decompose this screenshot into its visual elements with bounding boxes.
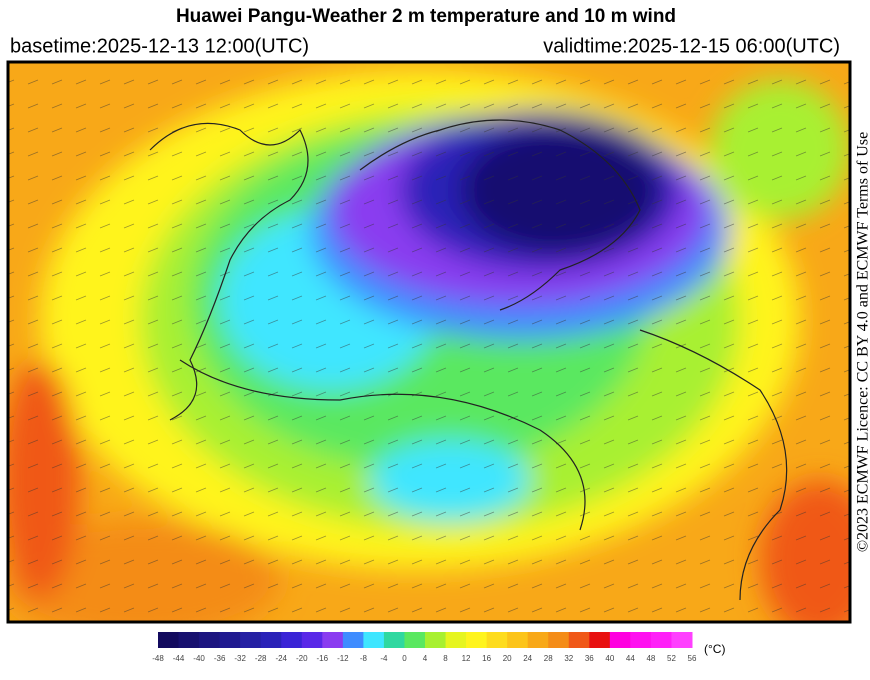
colorbar-tick-label: -28 xyxy=(255,654,267,663)
colorbar-tick-label: 4 xyxy=(423,654,428,663)
colorbar-tick-label: 28 xyxy=(544,654,553,663)
colorbar-segment xyxy=(548,632,570,648)
colorbar-segment xyxy=(383,632,405,648)
colorbar-segment xyxy=(507,632,529,648)
colorbar-tick-label: 40 xyxy=(605,654,614,663)
colorbar-segment xyxy=(466,632,488,648)
colorbar-segment xyxy=(404,632,426,648)
colorbar-tick-label: -44 xyxy=(173,654,185,663)
colorbar-tick-label: 20 xyxy=(503,654,512,663)
colorbar-segment xyxy=(281,632,303,648)
colorbar-segment xyxy=(609,632,631,648)
colorbar-segment xyxy=(158,632,180,648)
colorbar-segment xyxy=(342,632,364,648)
colorbar-tick-label: -36 xyxy=(214,654,226,663)
colorbar-segment xyxy=(630,632,652,648)
colorbar-tick-label: 16 xyxy=(482,654,491,663)
title: Huawei Pangu-Weather 2 m temperature and… xyxy=(176,6,676,27)
colorbar-segment xyxy=(445,632,467,648)
colorbar-segment xyxy=(486,632,508,648)
colorbar-tick-label: -16 xyxy=(317,654,329,663)
colorbar-tick-label: -12 xyxy=(337,654,349,663)
colorbar-segment xyxy=(178,632,200,648)
colorbar-segment xyxy=(199,632,221,648)
colorbar-tick-label: 8 xyxy=(443,654,448,663)
colorbar-segment xyxy=(650,632,672,648)
validtime: validtime:2025-12-15 06:00(UTC) xyxy=(543,35,840,57)
colorbar-tick-label: -40 xyxy=(193,654,205,663)
colorbar-segment xyxy=(527,632,549,648)
colorbar-segment xyxy=(322,632,344,648)
colorbar-segment xyxy=(260,632,282,648)
map-frame xyxy=(6,60,852,624)
colorbar-tick-label: 24 xyxy=(523,654,532,663)
colorbar-tick-label: -8 xyxy=(360,654,368,663)
colorbar-segment xyxy=(219,632,241,648)
map xyxy=(8,62,850,622)
colorbar-tick-label: 52 xyxy=(667,654,676,663)
colorbar-tick-label: 56 xyxy=(688,654,697,663)
colorbar-tick-label: 36 xyxy=(585,654,594,663)
colorbar-tick-label: 48 xyxy=(646,654,655,663)
colorbar-segment xyxy=(589,632,611,648)
colorbar-segment xyxy=(425,632,447,648)
colorbar-tick-label: -20 xyxy=(296,654,308,663)
colorbar-tick-label: 0 xyxy=(402,654,407,663)
colorbar-segment xyxy=(301,632,323,648)
colorbar-segment xyxy=(363,632,385,648)
basetime: basetime:2025-12-13 12:00(UTC) xyxy=(10,35,309,57)
colorbar-segment xyxy=(568,632,590,648)
colorbar-tick-label: -48 xyxy=(152,654,164,663)
colorbar-segment xyxy=(240,632,262,648)
license: ©2023 ECMWF Licence: CC BY 4.0 and ECMWF… xyxy=(855,132,870,552)
colorbar-tick-label: -24 xyxy=(275,654,287,663)
colorbar-segment xyxy=(671,632,693,648)
colorbar-tick-label: 32 xyxy=(564,654,573,663)
colorbar-tick-label: -32 xyxy=(234,654,246,663)
colorbar-tick-label: -4 xyxy=(380,654,388,663)
colorbar-tick-label: 12 xyxy=(462,654,471,663)
colorbar: -48 -44 -40 -36 -32 -28 -24 -20 -16 -12 -8 -4 0 4 8 12 1… xyxy=(152,632,697,663)
colorbar-tick-label: 44 xyxy=(626,654,635,663)
colorbar-unit: (°C) xyxy=(704,642,725,656)
